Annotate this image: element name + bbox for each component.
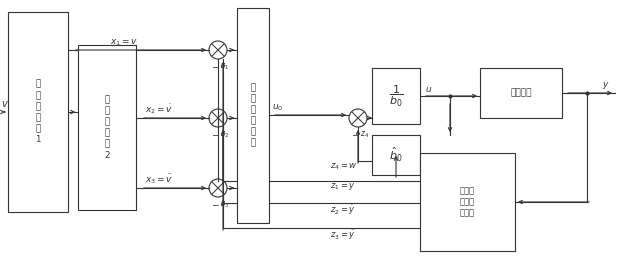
Text: 跟
踪
微
分
器
1: 跟 踪 微 分 器 1 <box>35 80 41 144</box>
Text: $\hat{b}_0$: $\hat{b}_0$ <box>389 146 403 164</box>
FancyBboxPatch shape <box>8 12 68 212</box>
FancyBboxPatch shape <box>78 45 136 210</box>
Text: $x_1=v$: $x_1=v$ <box>110 38 138 48</box>
FancyBboxPatch shape <box>420 153 515 251</box>
Text: $z_2=\dot{y}$: $z_2=\dot{y}$ <box>330 203 356 217</box>
FancyBboxPatch shape <box>480 68 562 118</box>
Text: $z_4=w$: $z_4=w$ <box>330 161 358 171</box>
Text: $x_2=\dot{v}$: $x_2=\dot{v}$ <box>145 103 174 116</box>
Text: 被控对象: 被控对象 <box>510 89 532 97</box>
FancyBboxPatch shape <box>372 135 420 175</box>
Text: $-$: $-$ <box>211 199 219 208</box>
Text: $u$: $u$ <box>425 85 432 94</box>
Text: $y$: $y$ <box>602 80 609 91</box>
Text: $v$: $v$ <box>1 99 9 109</box>
Text: 四阶扩
张状态
观测器: 四阶扩 张状态 观测器 <box>460 186 475 218</box>
Text: 跟
踪
微
分
器
2: 跟 踪 微 分 器 2 <box>104 95 110 160</box>
Text: 非
线
性
控
制
律: 非 线 性 控 制 律 <box>250 83 255 148</box>
Text: $z_1$: $z_1$ <box>220 61 229 71</box>
Text: $z_3=\ddot{y}$: $z_3=\ddot{y}$ <box>330 228 356 242</box>
FancyBboxPatch shape <box>237 8 269 223</box>
FancyBboxPatch shape <box>372 68 420 124</box>
Text: $z_3$: $z_3$ <box>220 199 229 210</box>
Text: $-$: $-$ <box>211 129 219 138</box>
Text: $-$: $-$ <box>211 61 219 70</box>
Text: $u_0$: $u_0$ <box>272 103 283 113</box>
Text: $-$: $-$ <box>351 129 360 138</box>
Text: $z_1=y$: $z_1=y$ <box>330 181 356 192</box>
Text: $z_2$: $z_2$ <box>220 129 229 140</box>
Text: $x_3=\ddot{v}$: $x_3=\ddot{v}$ <box>145 172 174 186</box>
Text: $z_4$: $z_4$ <box>360 129 369 140</box>
Text: $\dfrac{1}{b_0}$: $\dfrac{1}{b_0}$ <box>389 83 403 109</box>
